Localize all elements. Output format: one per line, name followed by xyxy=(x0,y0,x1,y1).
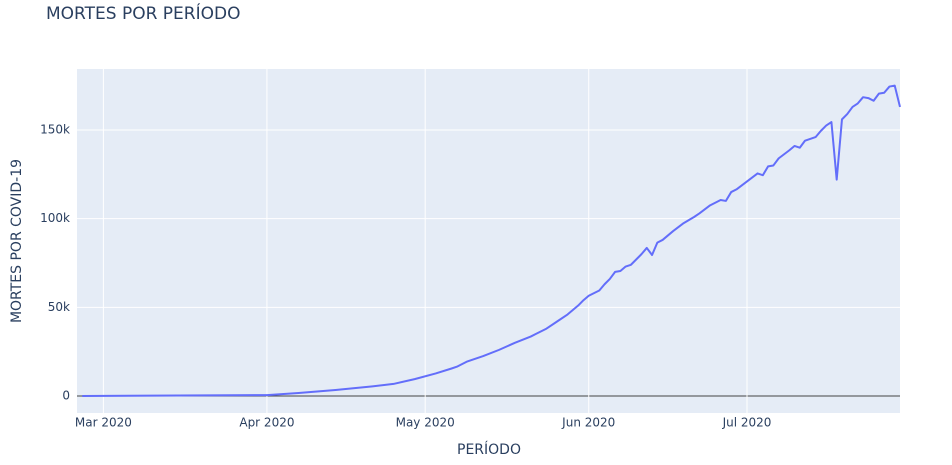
y-tick-label: 150k xyxy=(40,122,70,136)
x-tick-label: May 2020 xyxy=(396,416,455,430)
x-axis-title: PERÍODO xyxy=(457,441,521,458)
plot-area xyxy=(77,69,900,413)
x-tick-label: Jul 2020 xyxy=(722,416,772,430)
y-axis-title: MORTES POR COVID-19 xyxy=(9,159,25,323)
chart-title: MORTES POR PERÍODO xyxy=(46,2,240,24)
data-line xyxy=(82,84,901,397)
x-tick-label: Jun 2020 xyxy=(561,416,615,430)
x-tick-label: Mar 2020 xyxy=(75,416,132,430)
y-tick-label: 100k xyxy=(40,211,70,225)
y-tick-label: 50k xyxy=(48,300,70,314)
x-tick-label: Apr 2020 xyxy=(239,416,294,430)
y-tick-label: 0 xyxy=(62,388,70,402)
